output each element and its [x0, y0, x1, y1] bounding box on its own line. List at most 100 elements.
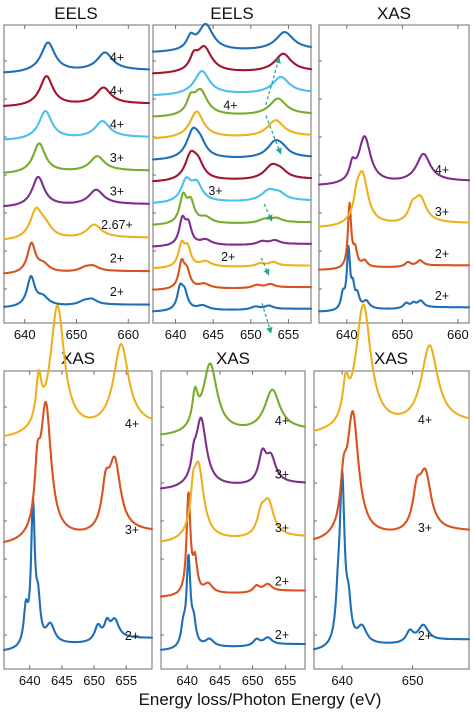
- spectrum-trace: [151, 176, 313, 204]
- x-tick-label: 650: [240, 327, 262, 342]
- x-tick-label: 655: [115, 673, 137, 688]
- chart-title: XAS: [377, 4, 411, 23]
- spectrum-trace: [317, 170, 471, 228]
- shift-arrow-head: [263, 268, 270, 276]
- oxidation-state-label: 4+: [110, 118, 124, 132]
- spectrum-trace: [2, 400, 154, 543]
- chart-panel-4: XAS 640 645 650 655 2+ 3+ 4+: [2, 304, 154, 688]
- chart-title: XAS: [61, 349, 95, 368]
- oxidation-state-label: 4+: [110, 51, 124, 65]
- spectrum-trace: [151, 126, 313, 161]
- x-tick-label: 640: [336, 327, 358, 342]
- oxidation-state-label: 2+: [110, 252, 124, 266]
- oxidation-state-label: 3+: [208, 184, 222, 198]
- spectrum-trace: [2, 497, 154, 651]
- oxidation-state-label: 2+: [275, 575, 289, 589]
- spectrum-trace: [2, 241, 151, 275]
- shift-arrow-head: [266, 214, 273, 222]
- spectrum-trace: [151, 239, 313, 270]
- oxidation-state-label: 2+: [435, 247, 449, 261]
- x-tick-label: 640: [14, 327, 36, 342]
- spectrum-trace: [151, 282, 313, 313]
- spectrum-trace: [151, 110, 313, 140]
- x-tick-label: 655: [275, 673, 297, 688]
- x-axis-label: Energy loss/Photon Energy (eV): [139, 690, 382, 709]
- spectrum-trace: [151, 257, 313, 291]
- shift-arrow-head: [266, 326, 273, 334]
- x-tick-label: 640: [165, 327, 187, 342]
- spectrum-trace: [2, 142, 151, 174]
- x-tick-label: 640: [19, 673, 41, 688]
- spectrum-trace: [312, 469, 471, 651]
- spectrum-trace: [151, 149, 313, 183]
- oxidation-state-label: 3+: [110, 151, 124, 165]
- oxidation-state-label: 4+: [418, 413, 432, 427]
- spectrum-trace: [2, 75, 151, 107]
- x-tick-label: 640: [331, 673, 353, 688]
- spectrum-trace: [317, 244, 471, 313]
- x-tick-label: 640: [176, 673, 198, 688]
- chart-panel-2: EELS 640 645 650 655 4+ 3+ 2+: [151, 4, 313, 342]
- shift-arrow-head: [275, 147, 282, 155]
- shift-arrow: [265, 115, 282, 155]
- plot-frame: [313, 370, 470, 670]
- spectrum-trace: [151, 45, 313, 75]
- spectrum-trace: [151, 87, 313, 118]
- chart-title: XAS: [374, 349, 408, 368]
- plot-frame: [3, 370, 153, 670]
- spectrum-trace: [317, 135, 471, 186]
- oxidation-state-label: 2+: [418, 629, 432, 643]
- spectrum-trace: [159, 416, 307, 490]
- spectrum-trace: [312, 410, 471, 541]
- shift-arrow: [265, 56, 281, 105]
- x-tick-label: 660: [117, 327, 139, 342]
- spectrum-trace: [2, 275, 151, 308]
- chart-title: EELS: [54, 4, 97, 23]
- plot-frame: [152, 24, 312, 324]
- spectrum-trace: [151, 214, 313, 248]
- spectrum-trace: [151, 191, 313, 226]
- x-tick-label: 650: [83, 673, 105, 688]
- chart-panel-6: XAS 640 650 2+ 3+ 4+: [312, 303, 471, 688]
- chart-title: XAS: [216, 349, 250, 368]
- spectrum-trace: [159, 362, 307, 436]
- chart-panel-3: XAS 640 650 660 2+ 2+ 3+ 4+: [317, 4, 471, 342]
- oxidation-state-label: 4+: [435, 163, 449, 177]
- x-tick-label: 650: [242, 673, 264, 688]
- oxidation-state-label: 3+: [125, 523, 139, 537]
- oxidation-state-label: 2+: [275, 628, 289, 642]
- x-tick-label: 655: [278, 327, 300, 342]
- x-tick-label: 645: [202, 327, 224, 342]
- oxidation-state-label: 4+: [125, 417, 139, 431]
- x-tick-label: 645: [51, 673, 73, 688]
- chart-title: EELS: [210, 4, 253, 23]
- spectrum-trace: [151, 70, 313, 97]
- spectrum-trace: [317, 201, 471, 271]
- x-tick-label: 660: [447, 327, 469, 342]
- chart-panel-5: XAS 640 645 650 655 2+ 2+ 3+ 3+ 4+: [159, 349, 307, 688]
- x-tick-label: 645: [209, 673, 231, 688]
- spectrum-trace: [312, 303, 471, 432]
- oxidation-state-label: 2+: [110, 285, 124, 299]
- x-tick-label: 650: [66, 327, 88, 342]
- oxidation-state-label: 2+: [221, 250, 235, 264]
- x-tick-label: 650: [391, 327, 413, 342]
- oxidation-state-label: 2.67+: [101, 218, 133, 232]
- spectrum-trace: [159, 491, 307, 598]
- oxidation-state-label: 3+: [275, 521, 289, 535]
- spectrum-trace: [151, 22, 313, 53]
- oxidation-state-label: 4+: [275, 414, 289, 428]
- spectrum-trace: [2, 304, 154, 437]
- spectrum-trace: [2, 206, 151, 241]
- oxidation-state-label: 2+: [435, 289, 449, 303]
- oxidation-state-label: 3+: [110, 185, 124, 199]
- spectrum-trace: [2, 41, 151, 74]
- spectrum-trace: [2, 110, 151, 141]
- oxidation-state-label: 3+: [275, 468, 289, 482]
- oxidation-state-label: 3+: [435, 205, 449, 219]
- plot-frame: [160, 370, 306, 670]
- x-tick-label: 650: [402, 673, 424, 688]
- oxidation-state-label: 4+: [223, 99, 237, 113]
- oxidation-state-label: 4+: [110, 84, 124, 98]
